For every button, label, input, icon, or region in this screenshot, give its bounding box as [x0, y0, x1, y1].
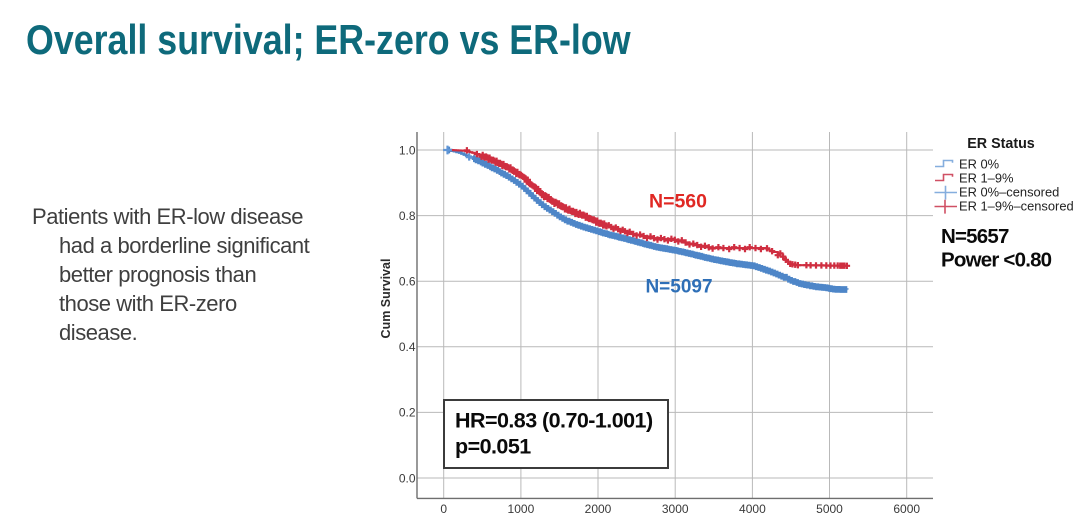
svg-text:1.0: 1.0: [399, 143, 416, 157]
svg-text:ER 0%: ER 0%: [959, 157, 999, 172]
svg-text:4000: 4000: [739, 502, 766, 516]
svg-text:ER 1–9%–censored: ER 1–9%–censored: [959, 199, 1074, 214]
svg-text:p=0.051: p=0.051: [455, 435, 531, 459]
svg-text:ER 0%–censored: ER 0%–censored: [959, 185, 1059, 200]
svg-text:0.0: 0.0: [399, 471, 416, 485]
svg-text:HR=0.83 (0.70-1.001): HR=0.83 (0.70-1.001): [455, 409, 653, 433]
svg-text:0.6: 0.6: [399, 275, 416, 289]
svg-text:6000: 6000: [893, 502, 920, 516]
svg-text:N=5657: N=5657: [941, 225, 1009, 248]
svg-text:3000: 3000: [662, 502, 689, 516]
svg-text:0.4: 0.4: [399, 340, 416, 354]
svg-text:Power <0.80: Power <0.80: [941, 249, 1052, 272]
svg-text:N=5097: N=5097: [645, 277, 712, 298]
svg-text:2000: 2000: [585, 502, 612, 516]
svg-text:0: 0: [440, 502, 447, 516]
svg-text:1000: 1000: [508, 502, 535, 516]
svg-text:ER Status: ER Status: [967, 136, 1035, 152]
svg-text:0.2: 0.2: [399, 406, 416, 420]
svg-text:0.8: 0.8: [399, 209, 416, 223]
svg-text:Cum Survival: Cum Survival: [379, 259, 393, 339]
svg-text:N=560: N=560: [649, 190, 707, 212]
svg-text:ER 1–9%: ER 1–9%: [959, 171, 1013, 186]
svg-text:5000: 5000: [816, 502, 843, 516]
